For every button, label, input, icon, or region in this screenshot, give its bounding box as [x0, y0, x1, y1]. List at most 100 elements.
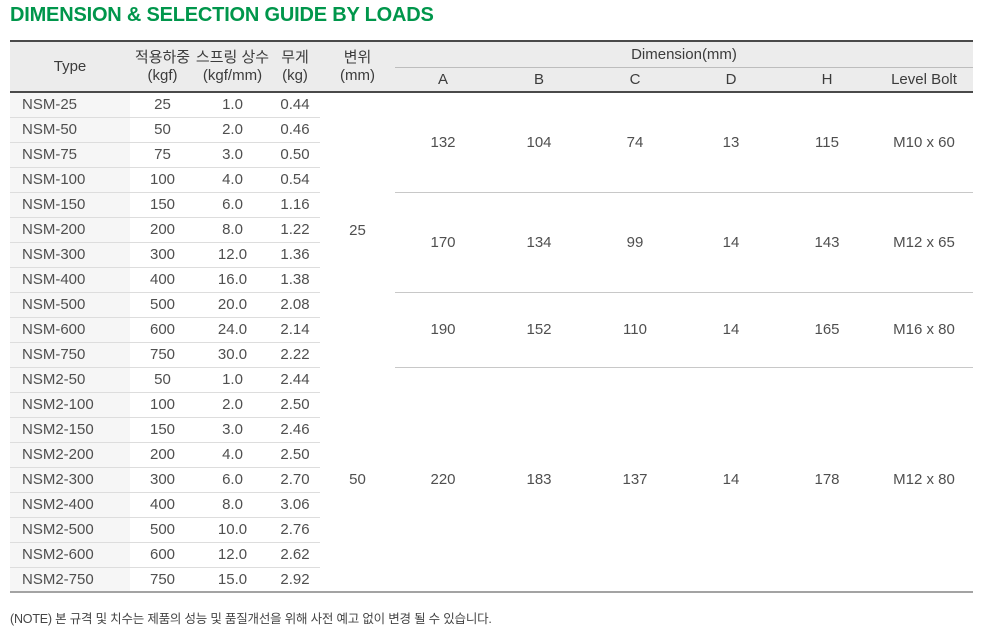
load-cell: 100 — [130, 392, 195, 418]
col-header-spring-unit: (kgf/mm) — [202, 66, 263, 84]
dim-d-cell: 14 — [683, 367, 779, 592]
type-cell: NSM2-100 — [10, 392, 130, 418]
load-cell: 200 — [130, 217, 195, 243]
dim-b-cell: 134 — [491, 192, 587, 293]
type-cell: NSM-600 — [10, 317, 130, 343]
weight-cell: 2.50 — [270, 442, 320, 468]
dimension-selection-table: Type 적용하중 (kgf) 스프링 상수 (kgf/mm) 무게 (kg) … — [10, 40, 973, 593]
load-cell: 300 — [130, 467, 195, 493]
spring-cell: 3.0 — [195, 142, 270, 168]
spring-cell: 10.0 — [195, 517, 270, 543]
weight-cell: 2.62 — [270, 542, 320, 568]
type-cell: NSM2-50 — [10, 367, 130, 393]
type-cell: NSM-500 — [10, 292, 130, 318]
spring-cell: 12.0 — [195, 542, 270, 568]
table-row: NSM-150 150 6.0 1.16 170 134 99 14 143 M… — [10, 192, 973, 293]
level-bolt-cell: M10 x 60 — [875, 92, 973, 193]
dim-c-cell: 99 — [587, 192, 683, 293]
dim-h-cell: 143 — [779, 192, 875, 293]
col-header-dim-a: A — [395, 67, 491, 93]
table-row: NSM-750 750 30.0 2.22 — [10, 342, 973, 368]
col-header-load-unit: (kgf) — [147, 66, 178, 84]
col-header-level-bolt: Level Bolt — [875, 67, 973, 93]
type-cell: NSM-50 — [10, 117, 130, 143]
load-cell: 200 — [130, 442, 195, 468]
table-row: NSM2-750 750 15.0 2.92 — [10, 567, 973, 593]
load-cell: 25 — [130, 92, 195, 118]
weight-cell: 1.16 — [270, 192, 320, 218]
type-cell: NSM2-150 — [10, 417, 130, 443]
type-cell: NSM2-600 — [10, 542, 130, 568]
table-body: NSM-25 25 1.0 0.44 25 132 104 74 13 115 … — [10, 92, 973, 593]
dim-d-cell: 14 — [683, 292, 779, 368]
col-header-deflection: 변위 (mm) — [320, 40, 395, 93]
type-cell: NSM-75 — [10, 142, 130, 168]
level-bolt-cell: M12 x 65 — [875, 192, 973, 293]
table-row: NSM-500 500 20.0 2.08 190 152 110 14 165… — [10, 292, 973, 368]
dim-d-cell: 13 — [683, 92, 779, 193]
table-row: NSM2-50 50 1.0 2.44 50 220 183 137 14 17… — [10, 367, 973, 592]
table-row: NSM2-600 600 12.0 2.62 — [10, 542, 973, 568]
footnote: (NOTE) 본 규격 및 치수는 제품의 성능 및 품질개선을 위해 사전 예… — [10, 612, 492, 626]
dim-c-cell: 137 — [587, 367, 683, 592]
load-cell: 500 — [130, 292, 195, 318]
load-cell: 500 — [130, 517, 195, 543]
dim-c-cell: 74 — [587, 92, 683, 193]
table-row: NSM-300 300 12.0 1.36 — [10, 242, 973, 268]
weight-cell: 2.44 — [270, 367, 320, 393]
type-cell: NSM2-200 — [10, 442, 130, 468]
weight-cell: 0.50 — [270, 142, 320, 168]
level-bolt-cell: M12 x 80 — [875, 367, 973, 592]
spring-cell: 3.0 — [195, 417, 270, 443]
spring-cell: 4.0 — [195, 167, 270, 193]
weight-cell: 0.44 — [270, 92, 320, 118]
spring-cell: 8.0 — [195, 492, 270, 518]
table-row: NSM2-200 200 4.0 2.50 — [10, 442, 973, 468]
dim-b-cell: 183 — [491, 367, 587, 592]
spring-cell: 16.0 — [195, 267, 270, 293]
dim-h-cell: 165 — [779, 292, 875, 368]
weight-cell: 0.54 — [270, 167, 320, 193]
col-header-dim-h: H — [779, 67, 875, 93]
table-row: NSM2-300 300 6.0 2.70 — [10, 467, 973, 493]
table-row: NSM-50 50 2.0 0.46 — [10, 117, 973, 143]
dim-a-cell: 220 — [395, 367, 491, 592]
col-header-dimension-group: Dimension(mm) — [395, 40, 973, 68]
dim-a-cell: 190 — [395, 292, 491, 368]
load-cell: 75 — [130, 142, 195, 168]
weight-cell: 1.36 — [270, 242, 320, 268]
dim-b-cell: 152 — [491, 292, 587, 368]
load-cell: 150 — [130, 192, 195, 218]
dim-d-cell: 14 — [683, 192, 779, 293]
weight-cell: 2.46 — [270, 417, 320, 443]
col-header-dim-b: B — [491, 67, 587, 93]
spring-cell: 24.0 — [195, 317, 270, 343]
weight-cell: 2.76 — [270, 517, 320, 543]
type-cell: NSM-200 — [10, 217, 130, 243]
col-header-spring-label: 스프링 상수 — [195, 48, 270, 66]
spring-cell: 1.0 — [195, 92, 270, 118]
type-cell: NSM-100 — [10, 167, 130, 193]
type-cell: NSM-300 — [10, 242, 130, 268]
load-cell: 50 — [130, 367, 195, 393]
weight-cell: 0.46 — [270, 117, 320, 143]
col-header-dim-c: C — [587, 67, 683, 93]
col-header-type: Type — [10, 40, 130, 93]
table-row: NSM-400 400 16.0 1.38 — [10, 267, 973, 293]
load-cell: 400 — [130, 492, 195, 518]
load-cell: 100 — [130, 167, 195, 193]
table-row: NSM2-400 400 8.0 3.06 — [10, 492, 973, 518]
weight-cell: 1.22 — [270, 217, 320, 243]
dim-h-cell: 115 — [779, 92, 875, 193]
deflection-cell: 50 — [320, 367, 395, 592]
col-header-deflection-label: 변위 — [343, 48, 372, 66]
dim-a-cell: 132 — [395, 92, 491, 193]
load-cell: 400 — [130, 267, 195, 293]
dim-h-cell: 178 — [779, 367, 875, 592]
deflection-cell: 25 — [320, 92, 395, 367]
weight-cell: 2.92 — [270, 567, 320, 593]
dim-c-cell: 110 — [587, 292, 683, 368]
weight-cell: 2.14 — [270, 317, 320, 343]
spring-cell: 8.0 — [195, 217, 270, 243]
